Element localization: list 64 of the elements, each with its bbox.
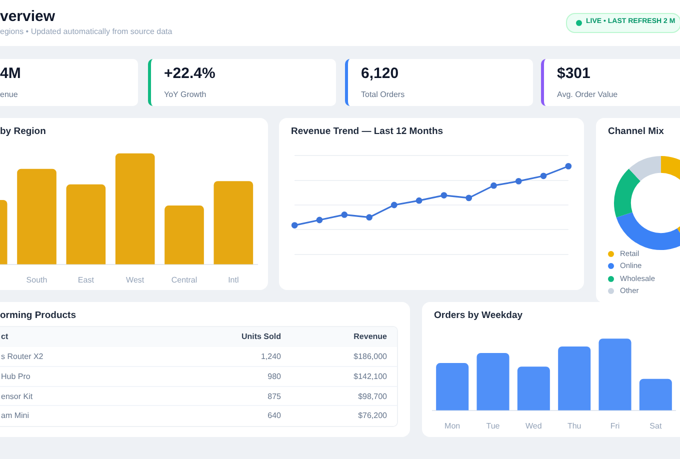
bar <box>639 378 672 410</box>
text: orming Products <box>0 310 76 321</box>
text: $186,000 <box>354 352 387 361</box>
x-tick-label: Mon <box>444 421 460 430</box>
x-tick-label: Intl <box>228 275 239 284</box>
x-tick-label: West <box>126 275 145 284</box>
x-tick-label: Central <box>171 275 198 284</box>
text: Revenue <box>354 332 387 341</box>
point <box>540 172 547 180</box>
text: Avg. Order Value <box>557 90 618 99</box>
point <box>416 197 422 204</box>
bar <box>66 184 106 264</box>
point <box>490 182 497 189</box>
bar <box>476 352 510 410</box>
point <box>515 178 522 184</box>
bar <box>558 346 591 410</box>
point <box>565 162 572 170</box>
point <box>440 192 448 198</box>
text: 875 <box>268 392 281 401</box>
point <box>390 202 398 208</box>
text: $98,700 <box>358 392 387 401</box>
bar <box>436 363 469 410</box>
text: $142,100 <box>354 372 387 382</box>
point <box>466 194 472 202</box>
bar <box>17 168 56 264</box>
text: 1,240 <box>260 352 281 361</box>
x-tick-label: Sat <box>650 421 662 430</box>
bar <box>598 338 632 410</box>
chart-title: Revenue Trend — Last 12 Months <box>291 126 444 137</box>
text: egions • Updated automatically from source data <box>0 27 172 36</box>
text: am Mini <box>1 411 30 420</box>
x-tick-label: Tue <box>486 421 500 430</box>
x-tick-label: Fri <box>610 421 620 430</box>
chart-title: Orders by Weekday <box>434 310 523 321</box>
point <box>316 216 323 224</box>
x-tick-label: Thu <box>567 421 582 430</box>
point <box>341 212 348 218</box>
text: YoY Growth <box>164 90 206 99</box>
text: $76,200 <box>358 411 387 420</box>
bar <box>164 206 204 264</box>
text: $301 <box>557 65 590 82</box>
text: ct <box>1 332 8 341</box>
text: ensor Kit <box>1 392 33 401</box>
text: +22.4% <box>164 65 216 82</box>
bar <box>115 153 155 264</box>
x-tick-label: East <box>78 275 95 284</box>
x-tick-label: Wed <box>526 421 542 430</box>
text: 6,120 <box>361 65 399 82</box>
text: enue <box>0 90 18 99</box>
text: Units Sold <box>241 332 281 341</box>
text: 980 <box>268 372 281 382</box>
bar <box>517 366 550 410</box>
text: 640 <box>268 411 281 420</box>
chart-title: Channel Mix <box>608 126 664 137</box>
text: Hub Pro <box>1 372 30 382</box>
point <box>291 222 298 228</box>
text: verview <box>0 8 56 25</box>
bar <box>214 181 254 264</box>
x-tick-label: South <box>26 275 48 284</box>
text: 4M <box>0 65 21 82</box>
point <box>366 214 372 221</box>
text: Total Orders <box>361 90 405 99</box>
chart-title: by Region <box>0 126 46 137</box>
text: s Router X2 <box>1 352 44 361</box>
